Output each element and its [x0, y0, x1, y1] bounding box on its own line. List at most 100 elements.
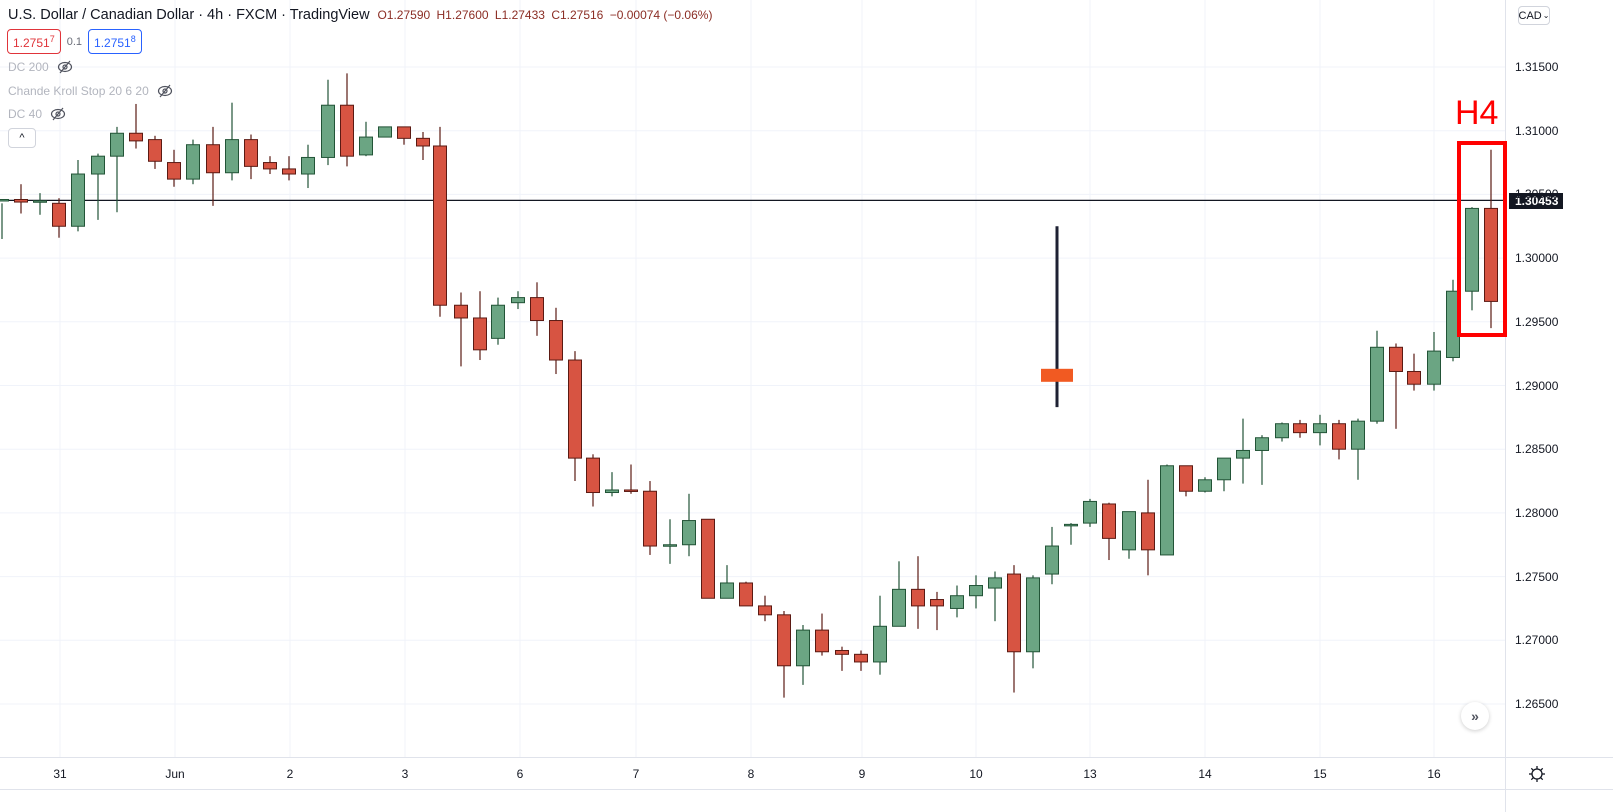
candle-body	[1026, 577, 1040, 653]
currency-label: CAD	[1518, 9, 1542, 22]
candle-body	[1236, 449, 1250, 459]
price-axis-label: 1.27000	[1515, 633, 1559, 648]
sell-price-pip: 7	[49, 34, 55, 44]
candle-body	[282, 168, 296, 175]
settings-gear-icon[interactable]	[1528, 765, 1546, 783]
indicator-chande-kroll[interactable]: Chande Kroll Stop 20 6 20	[8, 84, 173, 98]
chevron-down-icon: ⌄	[1542, 11, 1550, 20]
candle-body	[930, 599, 944, 607]
candle-body	[758, 605, 772, 616]
sell-button[interactable]: 1.27517	[7, 29, 61, 54]
chevron-up-icon: ^	[19, 132, 25, 144]
candle-body	[873, 625, 887, 663]
eye-off-icon[interactable]	[157, 84, 173, 98]
currency-selector[interactable]: CAD ⌄	[1518, 6, 1550, 25]
close-value: C1.27516	[551, 8, 604, 22]
time-axis-label: 31	[53, 767, 67, 781]
indicator-label: DC 200	[8, 60, 49, 74]
candle-body	[1389, 346, 1403, 372]
h4-highlight-box	[1457, 141, 1507, 337]
price-axis-label: 1.30000	[1515, 251, 1559, 266]
candle-body	[1427, 350, 1441, 385]
candle-body	[605, 489, 619, 494]
candle-body	[1045, 545, 1059, 575]
price-axis-label: 1.27500	[1515, 569, 1559, 584]
candle-body	[263, 162, 277, 170]
last-price-label: 1.30453	[1509, 193, 1564, 209]
time-axis-label: Jun	[165, 767, 185, 781]
candle-body	[1313, 423, 1327, 434]
buy-price-pip: 8	[130, 34, 136, 44]
candle-body	[1217, 457, 1231, 481]
symbol-title[interactable]: U.S. Dollar / Canadian Dollar · 4h · FXC…	[8, 7, 370, 23]
candle-body	[491, 304, 505, 339]
candle-body	[0, 198, 9, 202]
time-axis-label: 8	[747, 767, 755, 781]
candle-body	[14, 198, 28, 203]
time-axis-label: 10	[969, 767, 983, 781]
candle-body	[1465, 207, 1479, 292]
indicator-label: Chande Kroll Stop 20 6 20	[8, 84, 149, 98]
candle-body	[321, 104, 335, 158]
candle-body	[397, 126, 411, 139]
candle-body	[624, 489, 638, 492]
candle-body	[1351, 420, 1365, 450]
time-axis-label: 16	[1427, 767, 1441, 781]
candle-body	[701, 518, 715, 599]
eye-off-icon[interactable]	[50, 107, 66, 121]
time-axis-label: 15	[1313, 767, 1327, 781]
price-axis-label: 1.29000	[1515, 378, 1559, 393]
candle-body	[854, 653, 868, 663]
candle-body	[129, 132, 143, 142]
spread-value: 0.1	[66, 35, 83, 48]
candle-body	[586, 457, 600, 494]
candle-body	[796, 629, 810, 667]
price-axis-label: 1.31500	[1515, 60, 1559, 74]
candle-body	[359, 136, 373, 156]
candle-body	[1064, 523, 1078, 527]
time-axis-label: 6	[516, 767, 524, 781]
candle-body	[1141, 512, 1155, 551]
indicator-dc200[interactable]: DC 200	[8, 60, 73, 74]
candle-body	[1007, 573, 1021, 653]
price-axis-label: 1.26500	[1515, 697, 1559, 711]
candle-body	[91, 155, 105, 175]
marker-orange-box	[1041, 368, 1073, 382]
candle-body	[1102, 503, 1116, 539]
scroll-to-realtime-button[interactable]: »	[1461, 702, 1489, 730]
candle-body	[1484, 207, 1498, 302]
candle-body	[720, 582, 734, 599]
candle-body	[835, 649, 849, 655]
candle-body	[186, 144, 200, 180]
candle-body	[568, 359, 582, 459]
candle-body	[244, 139, 258, 167]
eye-off-icon[interactable]	[57, 60, 73, 74]
price-axis-label: 1.28500	[1515, 442, 1559, 457]
candle-body	[969, 585, 983, 597]
candle-body	[911, 588, 925, 607]
candle-body	[1275, 423, 1289, 439]
candle-body	[433, 145, 447, 306]
candle-body	[1083, 500, 1097, 524]
time-axis-label: 14	[1198, 767, 1212, 781]
candle-body	[110, 132, 124, 157]
candle-body	[340, 104, 354, 157]
candle-body	[473, 317, 487, 351]
candle-body	[71, 173, 85, 227]
candle-body	[892, 588, 906, 627]
collapse-legend-button[interactable]: ^	[8, 128, 36, 148]
candle-body	[1255, 437, 1269, 451]
candle-body	[1122, 511, 1136, 551]
double-chevron-right-icon: »	[1471, 708, 1479, 724]
time-axis-label: 7	[632, 767, 640, 781]
candle-body	[206, 144, 220, 174]
indicator-dc40[interactable]: DC 40	[8, 107, 66, 121]
candle-body	[454, 304, 468, 319]
buy-button[interactable]: 1.27518	[88, 29, 142, 54]
candle-body	[148, 139, 162, 162]
indicator-label: DC 40	[8, 107, 43, 121]
candle-body	[643, 490, 657, 547]
h4-annotation: H4	[1455, 94, 1499, 132]
trade-buttons: 1.27517 0.1 1.27518	[7, 29, 142, 54]
